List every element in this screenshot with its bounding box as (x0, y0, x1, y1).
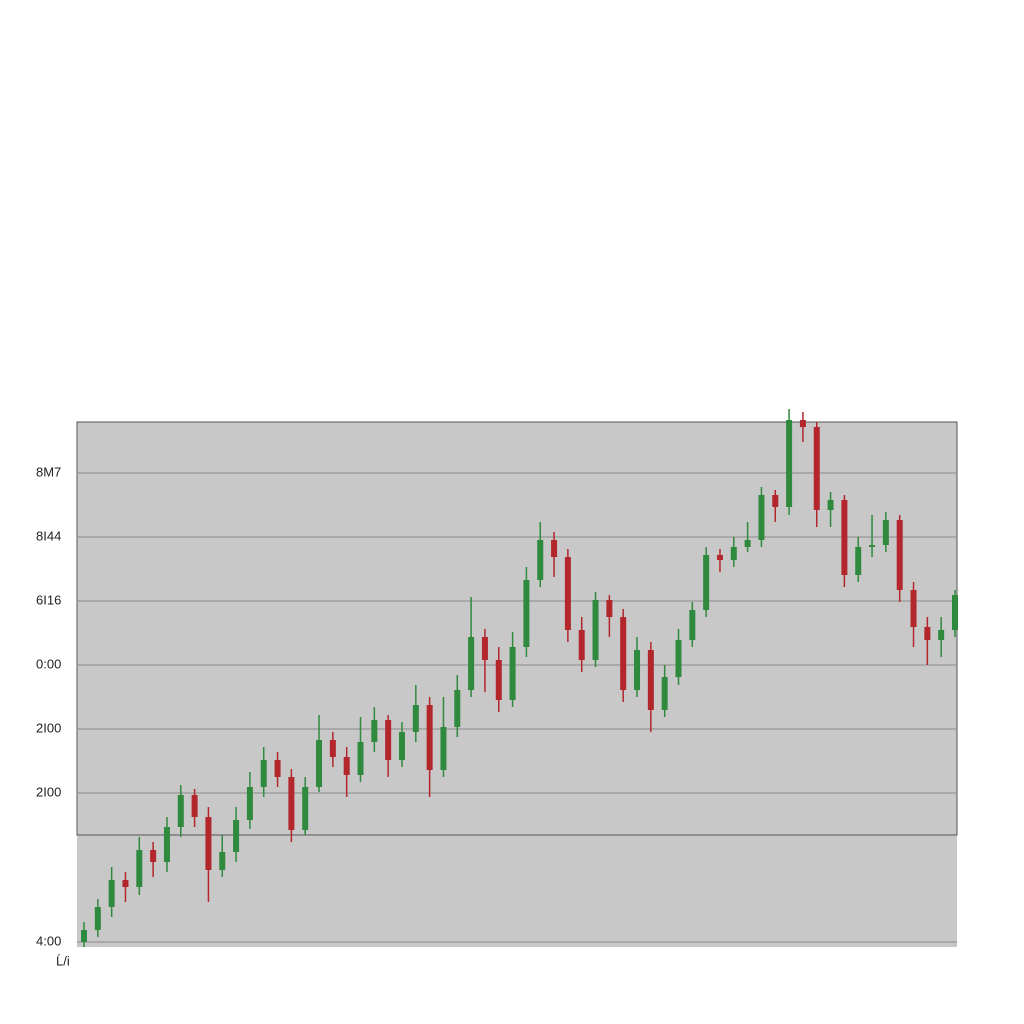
candle-body (357, 742, 364, 775)
candle-body (606, 600, 613, 617)
candle-body (841, 500, 848, 575)
candle-body (813, 427, 820, 510)
candle-body (440, 727, 447, 770)
candle-body (869, 545, 876, 547)
candle-body (786, 420, 793, 507)
candle-body (882, 520, 889, 545)
candle-body (136, 850, 143, 887)
candle-body (274, 760, 281, 777)
candle-body (260, 760, 267, 787)
candle-body (910, 590, 917, 627)
candle-body (316, 740, 323, 787)
candle-body (246, 787, 253, 820)
candle-body (468, 637, 475, 690)
candle-body (564, 557, 571, 630)
candle-body (495, 660, 502, 700)
candle-body (578, 630, 585, 660)
candle-body (371, 720, 378, 742)
y-tick-label: 6I16 (36, 592, 61, 607)
candle-body (924, 627, 931, 640)
x-axis-label: Ĺ/i (56, 953, 70, 968)
candle-body (385, 720, 392, 760)
candle-body (952, 595, 958, 630)
candle-body (481, 637, 488, 660)
candle-body (205, 817, 212, 870)
candle-body (744, 540, 751, 547)
candle-body (108, 880, 115, 907)
y-tick-label: 8M7 (36, 464, 61, 479)
candle-body (730, 547, 737, 560)
candle-body (288, 777, 295, 830)
candle-body (163, 827, 170, 862)
candle-body (855, 547, 862, 575)
candle-body (412, 705, 419, 732)
candle-body (523, 580, 530, 647)
candle-body (343, 757, 350, 775)
candle-body (426, 705, 433, 770)
candle-body (647, 650, 654, 710)
candle-body (620, 617, 627, 690)
candle-body (716, 555, 723, 560)
candle-body (938, 630, 945, 640)
candle-body (177, 795, 184, 827)
candle-body (150, 850, 157, 862)
candle-body (94, 907, 101, 930)
candle-body (302, 787, 309, 830)
y-tick-label: 2I00 (36, 720, 61, 735)
candle-body (219, 852, 226, 870)
candle-body (509, 647, 516, 700)
candle-body (799, 420, 806, 427)
candle-body (592, 600, 599, 660)
candle-body (329, 740, 336, 757)
candle-body (772, 495, 779, 507)
candle-body (634, 650, 641, 690)
y-tick-label: 2I00 (36, 784, 61, 799)
candle-body (661, 677, 668, 710)
candle-body (398, 732, 405, 760)
y-tick-label: 8I44 (36, 528, 61, 543)
candle-body (703, 555, 710, 610)
candle-body (551, 540, 558, 557)
candle-body (191, 795, 198, 817)
candle-body (896, 520, 903, 590)
candle-body (758, 495, 765, 540)
y-tick-label: 0:00 (36, 656, 61, 671)
candle-body (537, 540, 544, 580)
candle-body (454, 690, 461, 727)
candle-body (675, 640, 682, 677)
candle-body (81, 930, 87, 942)
candle-body (689, 610, 696, 640)
y-tick-label: 4:00 (36, 933, 61, 948)
candle-body (233, 820, 240, 852)
candle-body (122, 880, 129, 887)
candle-body (827, 500, 834, 510)
